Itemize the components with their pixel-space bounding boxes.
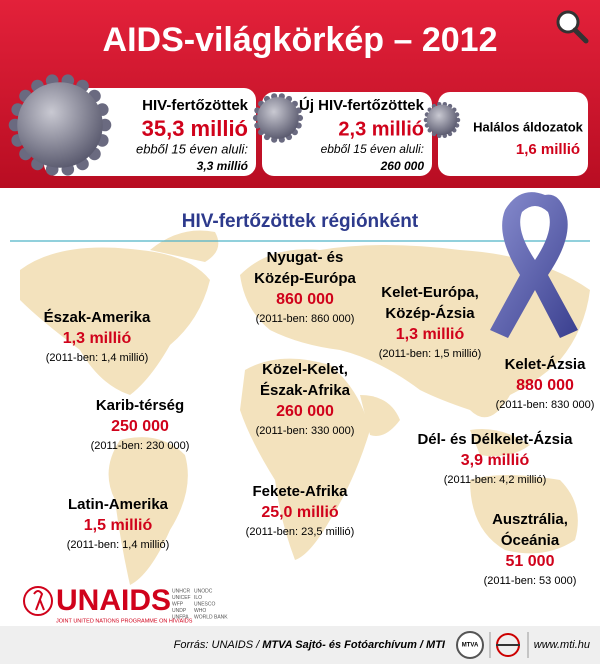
card (438, 92, 588, 176)
card (262, 92, 432, 176)
region-value: 250 000 (111, 418, 169, 435)
region-value: 3,9 millió (461, 452, 530, 469)
region-previous: (2011-ben: 330 000) (256, 425, 355, 437)
region-name: Észak-Amerika (44, 309, 151, 326)
section-title: HIV-fertőzöttek régiónként (182, 211, 419, 232)
region-name: Óceánia (501, 531, 560, 549)
unaids-logo (23, 586, 53, 616)
region-name: Ausztrália, (492, 511, 568, 528)
region-value: 860 000 (276, 291, 334, 308)
region-value: 880 000 (516, 377, 574, 394)
search-icon[interactable] (556, 10, 589, 44)
card-sub-value: 3,3 millió (197, 159, 248, 173)
card-value: 1,6 millió (516, 141, 580, 158)
region-value: 1,5 millió (84, 517, 153, 534)
cosponsor: WORLD BANK (194, 614, 228, 620)
card-label: Halálos áldozatok (473, 119, 584, 134)
cosponsor: UNDP (172, 608, 187, 614)
card-sub-label: ebből 15 éven aluli: (136, 141, 248, 156)
mtva-badge (456, 631, 484, 659)
region-value: 260 000 (276, 403, 334, 420)
cosponsor: UNODC (194, 588, 213, 594)
region-previous: (2011-ben: 23,5 millió) (246, 526, 355, 538)
region-name: Kelet-Ázsia (505, 356, 587, 373)
region-name: Kelet-Európa, (381, 284, 479, 301)
virus-body (257, 97, 299, 139)
logo-tagline: JOINT UNITED NATIONS PROGRAMME ON HIV/AI… (56, 618, 193, 624)
cosponsor: UNFPA (172, 614, 189, 620)
virus-body (17, 82, 103, 168)
region-value: 1,3 millió (396, 326, 465, 343)
title: AIDS-világkörkép – 2012 (103, 21, 498, 59)
virus-icon (423, 102, 461, 138)
logo-text: UNAIDS (56, 584, 171, 617)
website[interactable]: www.mti.hu (534, 639, 590, 651)
region-value: 51 000 (506, 553, 555, 570)
region-previous: (2011-ben: 860 000) (256, 313, 355, 325)
card-sub-value: 260 000 (380, 159, 425, 173)
region-previous: (2011-ben: 830 000) (496, 399, 595, 411)
region-name: Fekete-Afrika (252, 483, 348, 500)
world-map (20, 230, 590, 585)
card-sub-label: ebből 15 éven aluli: (321, 142, 424, 156)
region-name: Közép-Európa (254, 270, 356, 287)
cosponsor: UNHCR (172, 588, 190, 594)
region-previous: (2011-ben: 230 000) (91, 440, 190, 452)
region-previous: (2011-ben: 4,2 millió) (444, 474, 547, 486)
source-prefix: Forrás: UNAIDS / (174, 639, 261, 651)
region-name: Karib-térség (96, 397, 184, 414)
card-value: 2,3 millió (338, 118, 424, 140)
virus-body (426, 104, 458, 136)
region-previous: (2011-ben: 53 000) (484, 575, 577, 587)
card-label: Új HIV-fertőzöttek (299, 96, 425, 114)
region-previous: (2011-ben: 1,4 millió) (67, 539, 170, 551)
region-name: Latin-Amerika (68, 496, 169, 513)
cosponsor: WFP (172, 601, 184, 607)
cosponsor: UNESCO (194, 601, 216, 607)
badge-text: MTVA (462, 643, 479, 649)
source-bold: MTVA Sajtó- és Fotóarchívum / MTI (262, 639, 446, 651)
region-name: Közép-Ázsia (385, 305, 475, 322)
virus-icon (252, 93, 304, 143)
cosponsor: ILO (194, 595, 202, 601)
awareness-ribbon (490, 192, 578, 338)
card-label: HIV-fertőzöttek (142, 97, 249, 114)
region-name: Közel-Kelet, (262, 361, 348, 378)
cosponsor: UNICEF (172, 595, 191, 601)
mti-logo (489, 632, 529, 658)
region-value: 25,0 millió (261, 504, 339, 521)
source: Forrás: UNAIDS / MTVA Sajtó- és Fotóarch… (174, 639, 446, 651)
card-value: 35,3 millió (142, 116, 248, 141)
region-value: 1,3 millió (63, 330, 132, 347)
region-name: Nyugat- és (267, 249, 344, 266)
cosponsor: WHO (194, 608, 206, 614)
region-previous: (2011-ben: 1,4 millió) (46, 352, 149, 364)
virus-icon (8, 74, 112, 176)
region-name: Észak-Afrika (260, 382, 351, 399)
region-name: Dél- és Délkelet-Ázsia (417, 431, 573, 448)
region-previous: (2011-ben: 1,5 millió) (379, 348, 482, 360)
